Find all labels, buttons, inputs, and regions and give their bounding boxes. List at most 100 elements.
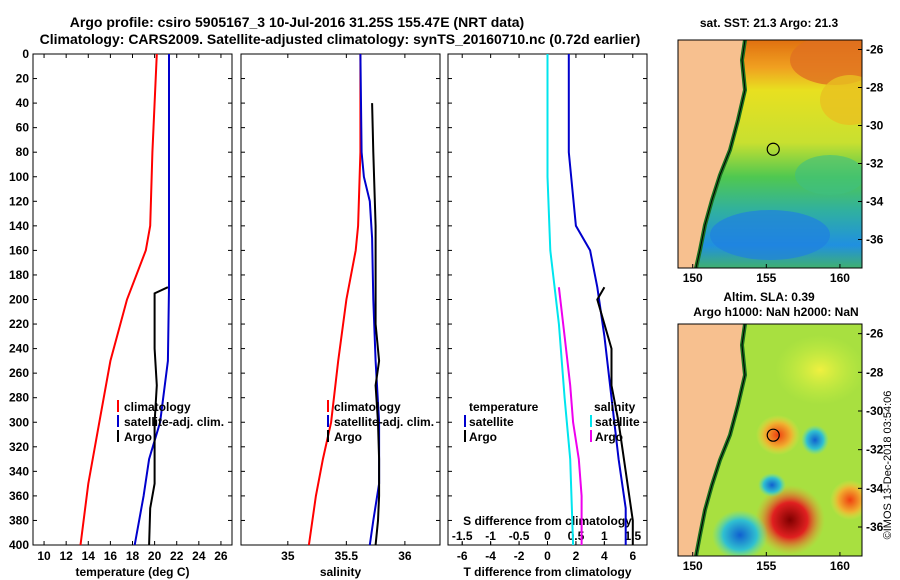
x-tick-label: -6: [457, 549, 468, 563]
y-tick-label: 40: [16, 96, 30, 110]
x-tick-label: 12: [59, 549, 73, 563]
sla-high: [756, 415, 800, 455]
salinity-legend: climatology satellite-adj. clim. Argo: [327, 400, 434, 444]
series-line: [307, 54, 362, 546]
legend-climatology: climatology: [334, 400, 401, 414]
sst-cool-patch: [795, 155, 862, 195]
y-tick-label: 260: [9, 366, 29, 380]
sst-warm-patch: [790, 40, 862, 85]
sst-map-title: sat. SST: 21.3 Argo: 21.3: [700, 16, 839, 30]
y-tick-label: 220: [9, 317, 29, 331]
map-x-tick-label: 150: [683, 559, 703, 573]
sla-map-axes: 150 155 160 -26 -28 -30 -32 -34 -36: [683, 327, 884, 573]
y-tick-label: 120: [9, 194, 29, 208]
x2-tick-label: 1: [601, 529, 608, 543]
legend-satellite: satellite-adj. clim.: [124, 415, 224, 429]
x-tick-label: 18: [126, 549, 140, 563]
legend-s-satellite: satellite: [595, 415, 640, 429]
sla-low: [712, 510, 768, 556]
map-y-tick-label: -28: [866, 81, 884, 95]
sla-map-subtitle: Argo h1000: NaN h2000: NaN: [693, 305, 858, 319]
land-mass: [678, 40, 745, 268]
x-tick-label: 14: [82, 549, 96, 563]
y-tick-label: 380: [9, 513, 29, 527]
legend-satellite: satellite-adj. clim.: [334, 415, 434, 429]
map-y-tick-label: -32: [866, 443, 884, 457]
sla-low: [801, 425, 829, 455]
y-tick-label: 300: [9, 415, 29, 429]
y-tick-label: 340: [9, 464, 29, 478]
map-y-tick-label: -34: [866, 195, 884, 209]
sla-high: [755, 485, 825, 555]
land-mass: [678, 324, 745, 556]
y-tick-label: 360: [9, 489, 29, 503]
x-tick-label: 16: [104, 549, 118, 563]
sst-map-axes: 150 155 160 -26 -28 -30 -32 -34 -36: [683, 43, 884, 286]
legend-t-argo: Argo: [469, 430, 497, 444]
legend-climatology: climatology: [124, 400, 191, 414]
map-x-tick-label: 155: [756, 559, 776, 573]
x-axis-label: salinity: [320, 565, 362, 579]
map-y-tick-label: -32: [866, 157, 884, 171]
map-y-tick-label: -28: [866, 365, 884, 379]
sla-high: [775, 335, 862, 405]
series-line: [133, 54, 170, 546]
x-tick-label: 2: [573, 549, 580, 563]
x-tick-label: 6: [629, 549, 636, 563]
y-tick-label: 140: [9, 219, 29, 233]
x2-tick-label: -1: [485, 529, 496, 543]
y-tick-label: 200: [9, 293, 29, 307]
sst-map-frame: [677, 39, 863, 269]
coastline: [695, 324, 746, 556]
argo-position-marker: [766, 428, 780, 442]
series-line: [557, 287, 583, 545]
series-line: [79, 53, 158, 546]
x-tick-label: 10: [37, 549, 51, 563]
legend-argo: Argo: [124, 430, 152, 444]
legend-argo: Argo: [334, 430, 362, 444]
series-line: [596, 286, 634, 545]
legend-title-temperature: temperature: [469, 400, 539, 414]
y-tick-label: 320: [9, 440, 29, 454]
map-y-tick-label: -34: [866, 481, 884, 495]
sst-cool-patch: [710, 210, 830, 260]
x2-axis-label: S difference from climatology: [463, 514, 632, 528]
sst-warm-patch: [820, 75, 862, 125]
legend-title-salinity: salinity: [594, 400, 636, 414]
legend-t-satellite: satellite: [469, 415, 514, 429]
x-tick-label: 36: [398, 549, 412, 563]
y-tick-label: 60: [16, 121, 30, 135]
x-tick-label: 35: [281, 549, 295, 563]
map-y-tick-label: -26: [866, 43, 884, 57]
legend-s-argo: Argo: [595, 430, 623, 444]
y-tick-label: 100: [9, 170, 29, 184]
x-tick-label: 26: [214, 549, 228, 563]
map-x-tick-label: 160: [830, 271, 850, 285]
x-axis-label: temperature (deg C): [75, 565, 189, 579]
x-tick-label: -2: [514, 549, 525, 563]
temperature-panel: 0 20 40 60 80 100 120 140 160 180 200 220 240 260 280 3…: [9, 47, 233, 579]
map-y-tick-label: -30: [866, 119, 884, 133]
panel-frame: [32, 53, 233, 546]
map-x-tick-label: 160: [830, 559, 850, 573]
salinity-panel: 35 35.5 36 salinity: [240, 53, 441, 579]
map-y-tick-label: -30: [866, 404, 884, 418]
x-axis-label: T difference from climatology: [463, 565, 631, 579]
x-tick-label: 35.5: [335, 549, 359, 563]
x2-tick-label: 0: [544, 529, 551, 543]
sla-map-title: Altim. SLA: 0.39: [723, 290, 815, 304]
series-line: [371, 103, 381, 546]
x-tick-label: 22: [170, 549, 184, 563]
sst-map: sat. SST: 21.3 Argo: 21.3 150 155 160 -26 -2…: [677, 16, 884, 286]
y-tick-label: 400: [9, 538, 29, 552]
y-tick-label: 160: [9, 243, 29, 257]
y-tick-label: 20: [16, 72, 30, 86]
argo-position-marker: [766, 142, 780, 156]
x-tick-label: 0: [544, 549, 551, 563]
map-x-tick-label: 150: [683, 271, 703, 285]
header-line1: Argo profile: csiro 5905167_3 10-Jul-201…: [70, 14, 524, 30]
sla-high: [830, 480, 862, 520]
map-y-tick-label: -36: [866, 520, 884, 534]
coastline: [695, 40, 746, 268]
